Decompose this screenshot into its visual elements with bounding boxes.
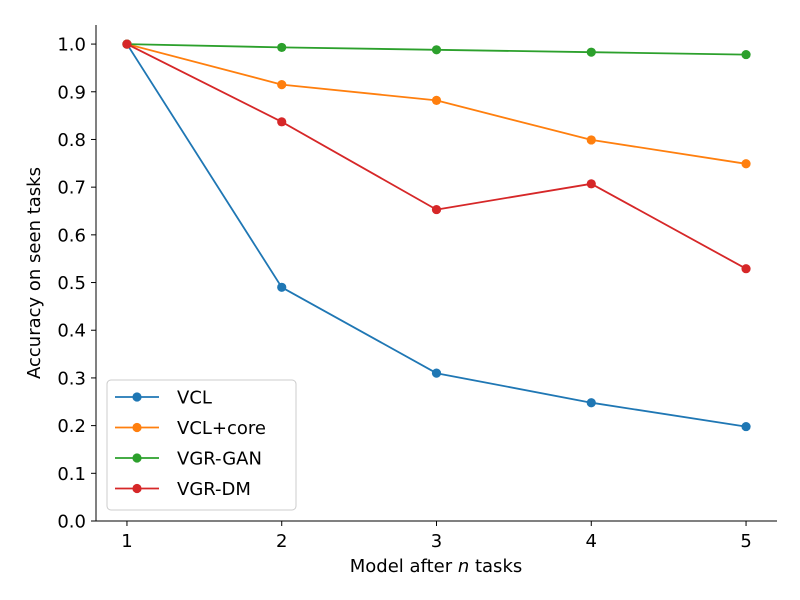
legend-label: VCL [177, 388, 212, 409]
plot-area [122, 39, 751, 432]
data-point-vcl [277, 282, 287, 292]
y-tick-label: 0.4 [57, 321, 86, 342]
data-point-vgr-dm [741, 264, 751, 274]
series-line-vgr-dm [126, 43, 747, 270]
y-tick-label: 0.8 [57, 130, 86, 151]
legend-swatch-marker [132, 483, 142, 494]
y-tick-label: 0.2 [57, 416, 86, 437]
x-tick-label: 4 [586, 531, 597, 552]
y-axis-label: Accuracy on seen tasks [24, 167, 45, 379]
y-tick-label: 0.6 [57, 225, 86, 246]
data-point-vgr-dm [431, 204, 442, 215]
data-point-vgr-gan [431, 45, 442, 55]
data-point-vcl [431, 368, 442, 378]
legend-swatch-marker [132, 392, 142, 402]
x-tick-label: 2 [276, 531, 287, 552]
x-tick-label: 5 [740, 531, 751, 552]
legend-swatch-marker [132, 453, 142, 463]
data-point-vcl-core [277, 80, 287, 90]
y-tick-label: 0.0 [57, 512, 86, 533]
y-tick-label: 0.5 [57, 273, 86, 294]
data-point-vgr-gan [277, 42, 287, 53]
y-tick-label: 0.1 [57, 464, 86, 485]
y-tick-label: 0.3 [57, 368, 86, 389]
data-point-vgr-gan [586, 47, 596, 57]
x-tick-label: 1 [121, 531, 132, 552]
data-point-vcl [586, 398, 596, 408]
legend: VCL VCL+core VGR-GAN VGR-DM [106, 379, 297, 511]
legend-label: VCL+core [177, 418, 266, 439]
data-point-vcl-core [741, 159, 751, 169]
data-point-vgr-dm [586, 179, 596, 189]
y-tick-label: 1.0 [57, 35, 86, 56]
x-axis-label: Model after n tasks [350, 556, 523, 577]
data-point-vgr-dm [277, 117, 287, 127]
legend-box [106, 379, 297, 511]
ticks: 1 2 3 4 5 0.0 0.1 0.2 0.3 0.4 0.5 0.6 0.7 0.8 0.9 1.0 [57, 35, 751, 552]
y-tick-label: 0.9 [57, 82, 86, 103]
data-point-vgr-dm [122, 39, 132, 49]
x-tick-label: 3 [431, 531, 442, 552]
legend-label: VGR-GAN [177, 449, 262, 470]
legend-swatch-marker [132, 422, 142, 433]
data-point-vcl-core [431, 95, 442, 105]
data-point-vcl [741, 421, 751, 432]
data-point-vcl-core [586, 135, 596, 145]
data-point-vgr-gan [741, 49, 751, 60]
legend-label: VGR-DM [177, 479, 251, 500]
y-tick-label: 0.7 [57, 178, 86, 199]
